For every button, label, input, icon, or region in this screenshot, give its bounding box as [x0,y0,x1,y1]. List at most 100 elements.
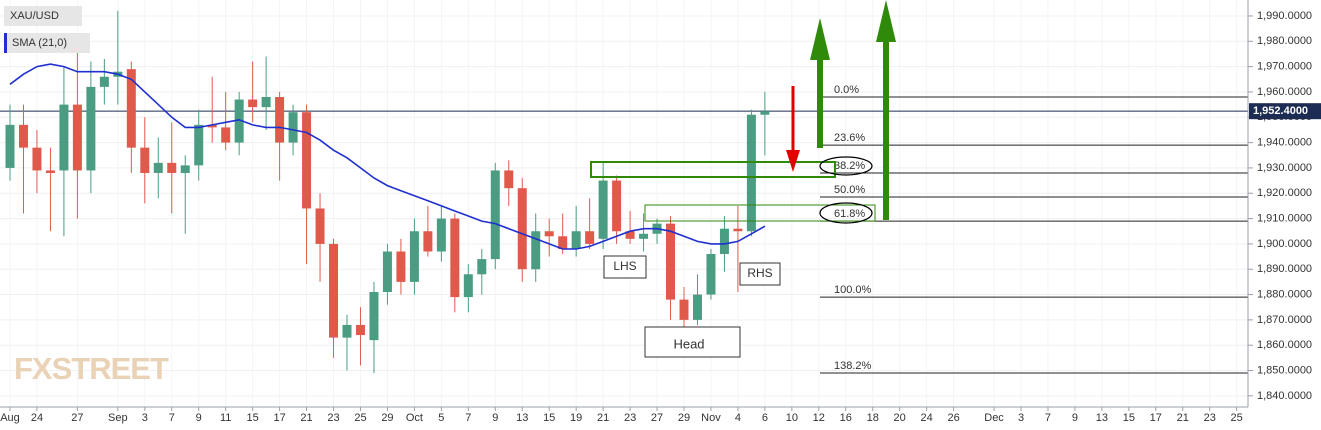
x-tick-label: 29 [381,412,393,424]
x-tick-label: 26 [947,412,959,424]
x-tick-label: 5 [438,412,444,424]
y-tick-label: 1,860.0000 [1257,339,1312,351]
fib-label: 23.6% [834,132,865,144]
x-tick-label: 11 [220,412,231,424]
candle-body [234,99,244,143]
y-tick-label: 1,920.0000 [1257,187,1312,199]
candle-body [746,114,756,232]
y-tick-label: 1,900.0000 [1257,238,1312,250]
annotations: LHS Head RHS [590,0,896,358]
x-tick-label: 21 [1177,412,1189,424]
candle-body [167,162,177,173]
candle-body [719,228,729,255]
x-tick-label: 9 [196,412,202,424]
candle-body [733,228,743,232]
legend-box [4,6,82,26]
candle-body [436,218,446,252]
candle-body [706,254,716,295]
candle-body [409,231,419,282]
zone-box [644,204,876,222]
y-tick-label: 1,890.0000 [1257,263,1312,275]
candle-body [288,112,298,143]
label-box [644,326,741,358]
ellipse [819,202,873,224]
x-tick-label: 15 [247,412,259,424]
x-tick-label: Sep [108,412,128,424]
y-tick-label: 1,960.0000 [1257,86,1312,98]
price-label: 1,952.4000 [1253,105,1308,117]
x-tick-label: 16 [840,412,852,424]
y-tick-label: 1,850.0000 [1257,364,1312,376]
candle-body [180,165,190,173]
legend-label: SMA (21,0) [12,37,67,49]
arrow [817,58,823,148]
candle-body [207,124,217,128]
x-tick-label: 17 [273,412,285,424]
x-tick-label: 10 [786,412,798,424]
x-tick-label: 19 [570,412,582,424]
candle-body [612,180,622,232]
x-tick-label: 20 [894,412,906,424]
candle-body [18,124,28,148]
x-tick-label: 17 [1150,412,1162,424]
x-tick-label: 13 [1096,412,1108,424]
x-tick-label: 23 [1204,412,1216,424]
candle-body [760,111,770,115]
x-tick-label: 6 [762,412,768,424]
candle-body [477,259,487,275]
x-tick-label: 23 [327,412,339,424]
x-tick-label: 27 [71,412,83,424]
x-tick-label: 21 [300,412,312,424]
ellipse [819,156,873,176]
x-tick-label: 4 [735,412,741,424]
arrow-head [810,18,830,60]
candle-body [598,180,608,239]
y-tick-label: 1,940.0000 [1257,136,1312,148]
zone-box [590,161,836,178]
fib-label: 100.0% [834,284,872,296]
candle-body [692,294,702,320]
candle-body [248,99,258,108]
candle-body [517,188,527,270]
candle-body [126,69,136,148]
annotation: RHS [747,266,772,280]
fib-label: 50.0% [834,184,865,196]
candle-body [221,127,231,143]
candle-body [423,231,433,252]
x-tick-label: Dec [984,412,1004,424]
x-tick-label: 9 [1072,412,1078,424]
label-box [603,255,647,279]
candle-body [382,251,392,293]
y-tick-label: 1,910.0000 [1257,212,1312,224]
arrow-head [876,0,896,42]
candle-body [463,274,473,298]
candle-body [490,170,500,260]
x-tick-label: 23 [624,412,636,424]
y-tick-label: 1,990.0000 [1257,10,1312,22]
x-tick-label: 29 [678,412,690,424]
x-tick-label: 24 [921,412,933,424]
legend-label: XAU/USD [10,10,59,22]
candle-body [261,97,271,108]
y-tick-label: 1,880.0000 [1257,288,1312,300]
x-tick-label: 27 [651,412,663,424]
candle-body [558,236,568,249]
axes: 1,840.0000 1,850.0000 1,860.0000 1,870.0000… [0,10,1321,424]
arrow [883,40,889,220]
candle-body [140,147,150,173]
candle-body [99,76,109,87]
candle-body [153,162,163,173]
candle-body [450,218,460,298]
x-tick-label: 25 [1231,412,1243,424]
x-tick-label: Oct [406,412,423,424]
legend-box [4,33,90,53]
fib-label: 38.2% [834,160,865,172]
candle-body [355,324,365,336]
x-tick-label: 7 [169,412,175,424]
x-tick-label: 7 [1045,412,1051,424]
x-tick-label: 13 [516,412,528,424]
x-tick-label: 15 [1123,412,1135,424]
candle-body [504,170,514,189]
candle-body [302,112,312,209]
